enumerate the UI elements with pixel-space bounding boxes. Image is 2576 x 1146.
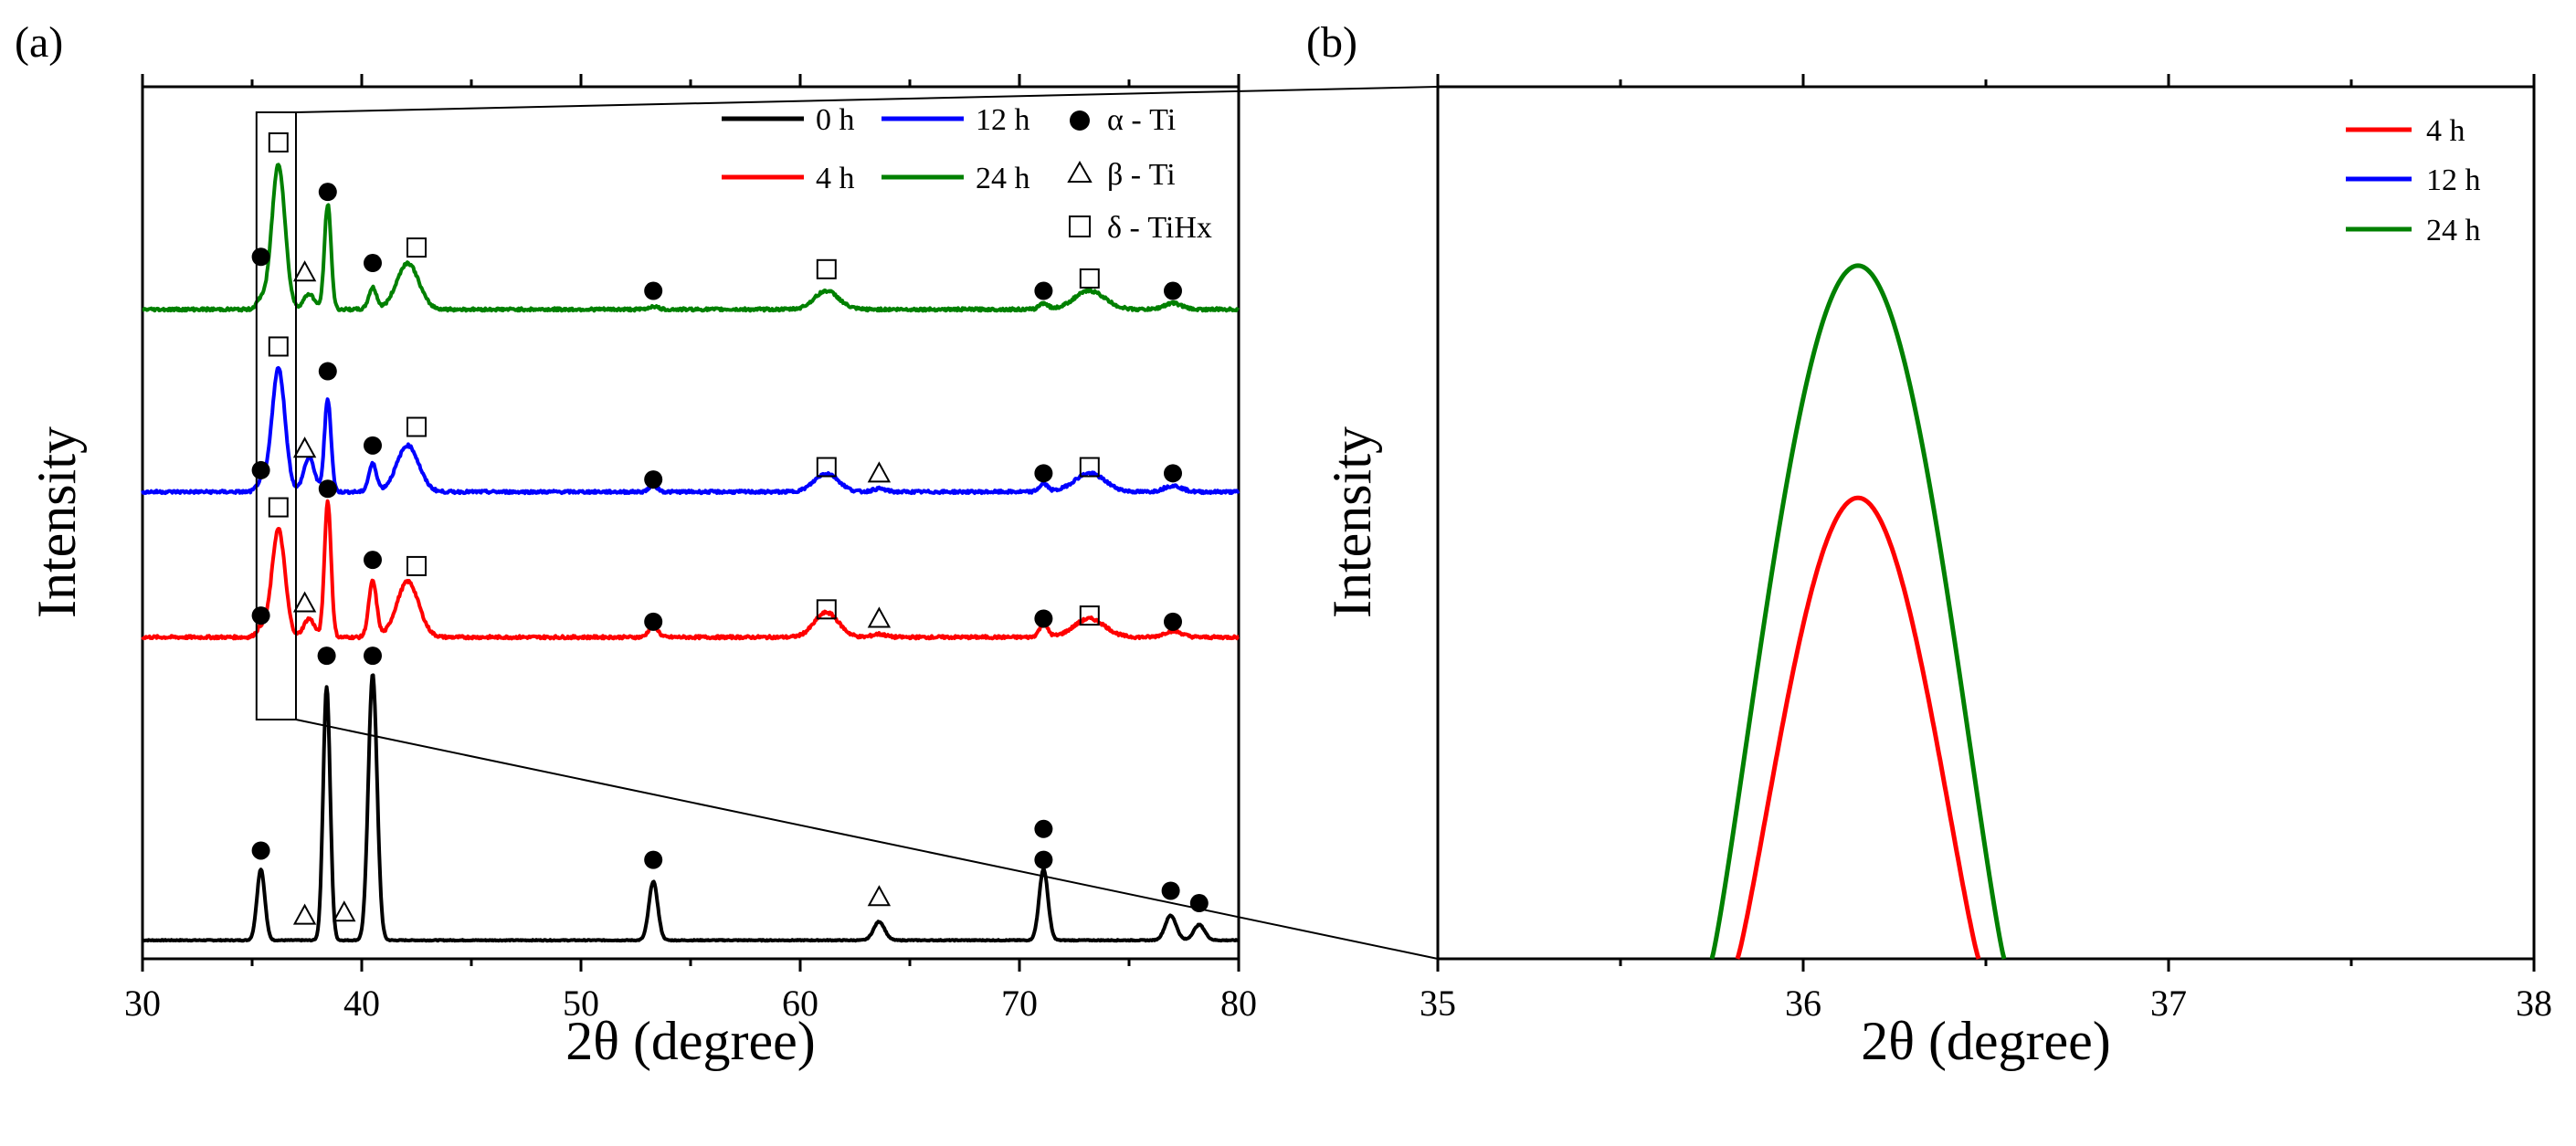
zoom-connector-bottom	[295, 719, 1439, 960]
alpha-ti-marker	[644, 470, 663, 489]
panel-a-y-axis-title: Intensity	[26, 426, 87, 618]
legend-filled-circle-icon	[1070, 110, 1090, 131]
panel-a-x-tick-label: 60	[782, 983, 818, 1024]
beta-ti-marker	[867, 461, 892, 483]
panel-b-legend-label-24h: 24 h	[2426, 214, 2481, 247]
panel-a-x-axis-title: 2θ (degree)	[565, 1011, 816, 1071]
delta-tihx-marker	[268, 497, 289, 518]
delta-tihx-marker	[816, 599, 837, 620]
panel-a-label: (a)	[15, 18, 63, 67]
beta-ti-marker	[292, 591, 317, 613]
alpha-ti-marker	[364, 647, 382, 666]
series-line-24h	[142, 163, 1240, 313]
panel-b-y-axis-title: Intensity	[1322, 426, 1382, 618]
alpha-ti-marker	[1164, 281, 1182, 300]
alpha-ti-marker	[644, 850, 663, 869]
alpha-ti-marker	[1161, 881, 1180, 900]
alpha-ti-marker	[251, 606, 270, 626]
alpha-ti-marker	[318, 479, 337, 499]
panel-a-x-tick-label: 70	[1001, 983, 1038, 1024]
legend-delta-tihx-label: δ - TiHx	[1107, 211, 1212, 245]
alpha-ti-marker	[317, 647, 336, 666]
beta-ti-marker	[292, 903, 317, 925]
panel-b-x-tick-label: 36	[1785, 983, 1821, 1024]
legend-open-square-icon	[1069, 216, 1091, 237]
delta-tihx-marker	[1079, 268, 1100, 289]
alpha-ti-marker	[1164, 464, 1182, 483]
panel-b-label: (b)	[1306, 18, 1357, 67]
panel-b-curves	[1709, 263, 2007, 960]
alpha-ti-marker	[1034, 819, 1053, 838]
legend-beta-ti-label: β - Ti	[1107, 158, 1176, 192]
delta-tihx-marker	[816, 258, 837, 279]
panel-b-x-ticks: 35 36 37 38	[1420, 74, 2552, 1024]
alpha-ti-marker	[318, 183, 337, 202]
panel-b-legend-label-12h: 12 h	[2426, 163, 2481, 197]
delta-tihx-marker	[406, 237, 427, 258]
alpha-ti-marker	[1034, 281, 1053, 300]
alpha-ti-marker	[251, 841, 270, 860]
panel-b-x-tick-label: 37	[2150, 983, 2187, 1024]
beta-ti-marker	[867, 885, 892, 907]
panel-a-x-ticks: 30 40 50 60 70 80	[124, 74, 1257, 1024]
panel-b: (b) 35 36 37 38 2θ (degree) Intensity 4 h 1…	[1306, 18, 2552, 1071]
panel-a-phase-markers	[251, 131, 1209, 925]
zoom-connector-top	[295, 86, 1439, 113]
series-line-12h	[141, 365, 1240, 496]
alpha-ti-marker	[364, 436, 382, 455]
delta-tihx-marker	[816, 457, 837, 478]
panel-b-legend: 4 h 12 h 24 h	[2346, 114, 2481, 247]
panel-a-x-tick-label: 40	[343, 983, 380, 1024]
alpha-ti-marker	[251, 247, 270, 267]
panel-b-plot-frame	[1436, 85, 2536, 961]
panel-a-plot-frame	[141, 85, 1240, 961]
legend-label-24h: 24 h	[976, 162, 1030, 195]
panel-a-legend: 0 h 12 h 4 h 24 h α - Ti β - Ti δ - TiHx	[722, 103, 1212, 245]
alpha-ti-marker	[364, 551, 382, 570]
alpha-ti-marker	[1034, 464, 1053, 483]
legend-open-triangle-icon	[1067, 160, 1093, 183]
beta-ti-marker	[333, 900, 356, 922]
zoom-series-line-24h	[1709, 263, 2007, 960]
beta-ti-marker	[292, 436, 317, 458]
legend-label-4h: 4 h	[816, 162, 855, 195]
panel-a-x-tick-label: 30	[124, 983, 161, 1024]
series-line-0h	[142, 673, 1240, 943]
legend-label-12h: 12 h	[976, 103, 1030, 137]
panel-b-x-tick-label: 35	[1420, 983, 1456, 1024]
alpha-ti-marker	[364, 254, 382, 273]
delta-tihx-marker	[1079, 457, 1100, 478]
panel-a-curves	[141, 163, 1240, 943]
zoom-series-line-4h	[1735, 495, 1981, 960]
zoom-indicator	[255, 86, 1439, 960]
alpha-ti-marker	[251, 460, 270, 479]
delta-tihx-marker	[268, 131, 289, 152]
delta-tihx-marker	[268, 336, 289, 357]
delta-tihx-marker	[406, 416, 427, 437]
panel-a-x-tick-label: 80	[1220, 983, 1257, 1024]
legend-alpha-ti-label: α - Ti	[1107, 103, 1176, 137]
beta-ti-marker	[867, 606, 892, 628]
alpha-ti-marker	[1034, 850, 1053, 869]
panel-b-legend-label-4h: 4 h	[2426, 114, 2465, 148]
alpha-ti-marker	[318, 362, 337, 381]
alpha-ti-marker	[1164, 612, 1182, 631]
alpha-ti-marker	[644, 281, 663, 300]
beta-ti-marker	[292, 260, 317, 282]
legend-label-0h: 0 h	[816, 103, 855, 137]
alpha-ti-marker	[1034, 609, 1053, 628]
series-line-4h	[141, 499, 1240, 641]
zoom-box	[255, 111, 297, 720]
delta-tihx-marker	[406, 555, 427, 576]
panel-a-x-tick-label: 50	[563, 983, 599, 1024]
panel-b-x-axis-title: 2θ (degree)	[1861, 1011, 2111, 1071]
delta-tihx-marker	[1079, 605, 1100, 626]
alpha-ti-marker	[644, 612, 663, 631]
panel-b-x-tick-label: 38	[2516, 983, 2552, 1024]
panel-a: (a) 30 40 50 60 70 80 2θ (degree) Intensity 0…	[15, 18, 1439, 1071]
